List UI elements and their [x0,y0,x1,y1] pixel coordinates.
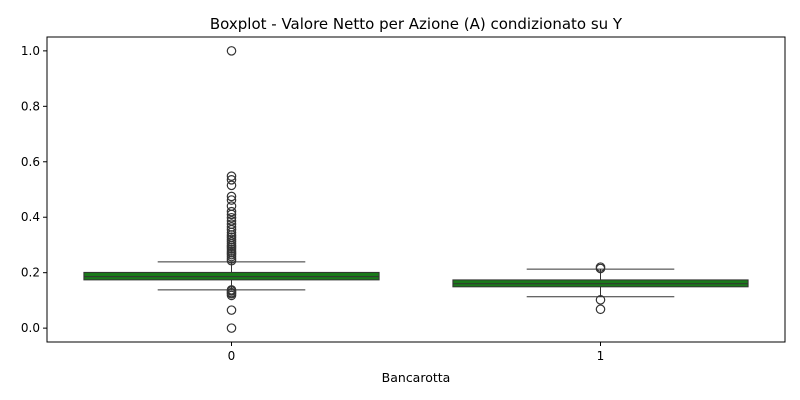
outlier-point [226,219,237,229]
outlier-point [595,295,606,305]
y-tick-label: 0.0 [21,321,40,335]
outlier-point [595,304,606,315]
x-axis-label: Bancarotta [382,370,451,385]
plot-frame [46,36,786,343]
y-tick-label: 1.0 [21,44,40,58]
y-tick-label: 0.6 [21,155,40,169]
x-tick-label: 1 [597,349,605,363]
outlier-point [226,212,237,223]
outlier-point [226,46,237,56]
outlier-point [226,285,237,295]
x-tick-label: 0 [228,349,236,363]
outlier-point [226,191,237,202]
outlier-point [226,174,237,185]
outlier-point [595,262,606,272]
outlier-point [226,222,237,232]
outlier-point [226,206,237,217]
plot-area [83,46,749,333]
box-group-1 [452,262,749,315]
outlier-point [226,323,237,333]
chart-title: Boxplot - Valore Netto per Azione (A) co… [210,15,623,33]
outlier-point [226,305,237,315]
outlier-point [226,195,237,205]
y-tick-label: 0.2 [21,266,40,280]
box-group-0 [83,46,380,333]
outlier-point [226,180,237,191]
outlier-point [226,216,237,226]
y-tick-label: 0.8 [21,99,40,113]
outlier-point [226,171,237,181]
y-tick-label: 0.4 [21,210,40,224]
outlier-point [226,201,237,211]
